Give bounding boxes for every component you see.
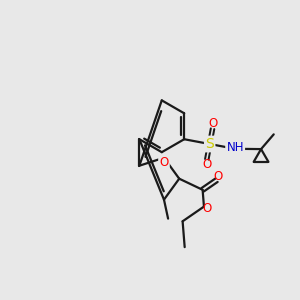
Text: S: S <box>205 137 214 151</box>
Text: O: O <box>202 202 212 214</box>
Text: O: O <box>159 156 169 169</box>
Text: O: O <box>203 158 212 171</box>
Text: O: O <box>213 170 223 183</box>
Text: O: O <box>208 117 218 130</box>
Text: NH: NH <box>226 141 244 154</box>
